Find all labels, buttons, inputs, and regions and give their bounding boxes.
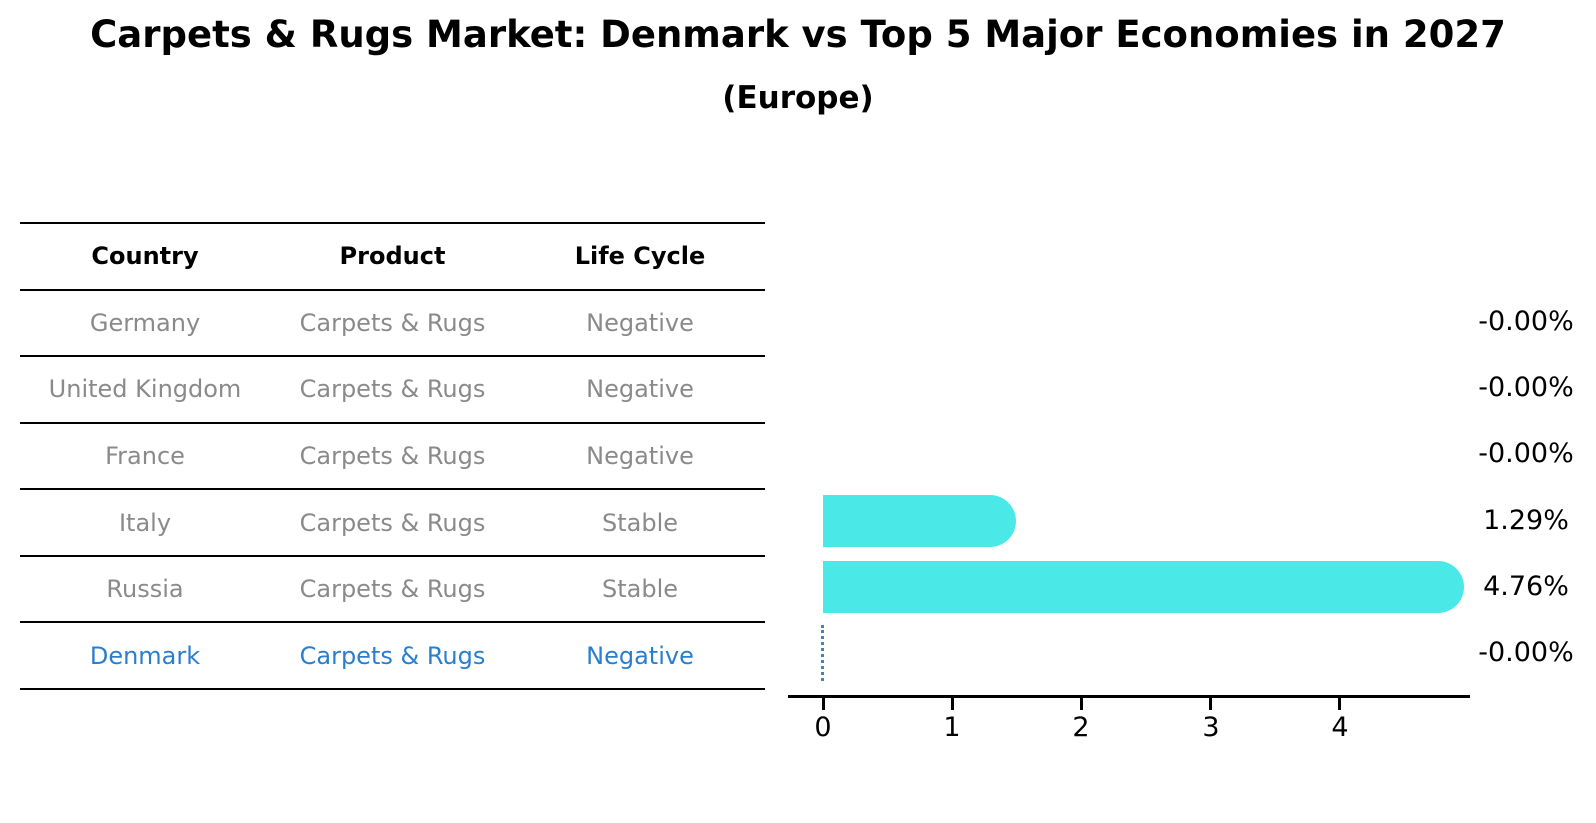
table-row: United Kingdom Carpets & Rugs Negative [20,357,765,424]
table-row: Russia Carpets & Rugs Stable [20,557,765,624]
bar-italy [823,495,1016,547]
value-label: 1.29% [1483,505,1569,536]
x-axis-tick [951,698,954,710]
cell-life-cycle: Negative [586,442,694,471]
value-label: 4.76% [1483,571,1569,602]
value-label: -0.00% [1478,306,1574,337]
x-axis-tick-label: 3 [1202,712,1220,743]
table-row: France Carpets & Rugs Negative [20,424,765,491]
table-row: Italy Carpets & Rugs Stable [20,490,765,557]
x-axis-tick [1209,698,1212,710]
x-axis-tick [1080,698,1083,710]
x-axis-tick [1338,698,1341,710]
column-header-country: Country [91,242,199,271]
cell-country: Denmark [89,641,201,670]
cell-country: Germany [89,308,201,337]
cell-life-cycle: Stable [601,508,679,537]
page-title: Carpets & Rugs Market: Denmark vs Top 5 … [90,13,1506,56]
x-axis-tick-label: 0 [814,712,832,743]
cell-product: Carpets & Rugs [299,308,486,337]
cell-life-cycle: Stable [601,575,679,604]
cell-product: Carpets & Rugs [299,641,486,670]
cell-life-cycle: Negative [586,308,694,337]
column-header-product: Product [339,242,446,271]
cell-country: Italy [118,508,172,537]
cell-country: France [105,442,185,471]
cell-product: Carpets & Rugs [299,575,486,604]
x-axis-tick [822,698,825,710]
x-axis-tick-label: 1 [943,712,961,743]
x-axis-tick-label: 2 [1072,712,1090,743]
column-header-life-cycle: Life Cycle [574,242,706,271]
data-table: Country Product Life Cycle Germany Carpe… [20,222,765,691]
table-row: Germany Carpets & Rugs Negative [20,291,765,358]
cell-life-cycle: Negative [586,641,694,670]
cell-life-cycle: Negative [586,375,694,404]
denmark-zero-dotted-line [821,625,824,681]
cell-product: Carpets & Rugs [299,508,486,537]
x-axis-line [788,695,1470,698]
cell-country: United Kingdom [48,375,242,404]
value-label: -0.00% [1478,438,1574,469]
value-label: -0.00% [1478,637,1574,668]
table-header-row: Country Product Life Cycle [20,224,765,291]
bar-russia [823,561,1464,613]
cell-country: Russia [106,575,184,604]
table-row-denmark: Denmark Carpets & Rugs Negative [20,623,765,691]
cell-product: Carpets & Rugs [299,442,486,471]
x-axis-tick-label: 4 [1331,712,1349,743]
value-label: -0.00% [1478,372,1574,403]
cell-product: Carpets & Rugs [299,375,486,404]
page-subtitle: (Europe) [722,80,874,116]
